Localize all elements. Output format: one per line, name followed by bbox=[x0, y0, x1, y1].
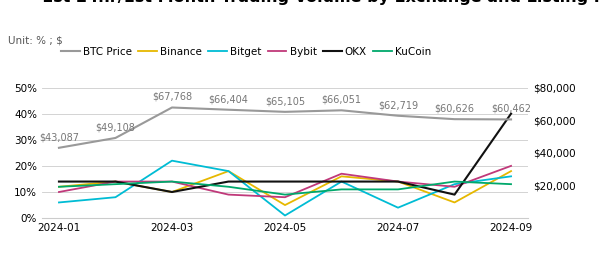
Binance bbox=[55, 185, 62, 188]
Bybit bbox=[169, 180, 176, 183]
Text: $67,768: $67,768 bbox=[152, 92, 192, 102]
Line: OKX: OKX bbox=[59, 114, 511, 195]
KuCoin bbox=[338, 188, 345, 191]
Line: Bybit: Bybit bbox=[59, 166, 511, 197]
Text: Unit: % ; $: Unit: % ; $ bbox=[8, 36, 63, 46]
Line: Bitget: Bitget bbox=[59, 161, 511, 215]
Text: $60,462: $60,462 bbox=[491, 104, 531, 114]
Bitget bbox=[394, 206, 401, 209]
BTC Price bbox=[169, 106, 176, 109]
Line: Binance: Binance bbox=[59, 171, 511, 205]
KuCoin bbox=[55, 185, 62, 188]
Binance bbox=[451, 201, 458, 204]
Bitget bbox=[281, 214, 289, 217]
Text: $43,087: $43,087 bbox=[39, 132, 79, 142]
BTC Price bbox=[55, 146, 62, 149]
Bitget bbox=[55, 201, 62, 204]
Line: KuCoin: KuCoin bbox=[59, 182, 511, 195]
Text: 1st 24hr/1st Month Trading Volume by Exchange and Listing Month: 1st 24hr/1st Month Trading Volume by Exc… bbox=[42, 0, 600, 5]
OKX bbox=[55, 180, 62, 183]
Bybit bbox=[112, 180, 119, 183]
Binance bbox=[281, 203, 289, 207]
Bybit bbox=[451, 185, 458, 188]
Line: BTC Price: BTC Price bbox=[59, 107, 511, 148]
Text: $60,626: $60,626 bbox=[434, 103, 475, 113]
Text: $49,108: $49,108 bbox=[95, 122, 136, 132]
Bitget bbox=[451, 182, 458, 186]
Binance bbox=[508, 169, 515, 173]
KuCoin bbox=[394, 188, 401, 191]
Bitget bbox=[169, 159, 176, 162]
KuCoin bbox=[169, 180, 176, 183]
Text: $62,719: $62,719 bbox=[378, 100, 418, 110]
BTC Price bbox=[508, 118, 515, 121]
Bitget bbox=[508, 175, 515, 178]
KuCoin bbox=[451, 180, 458, 183]
Binance bbox=[394, 180, 401, 183]
Bybit bbox=[338, 172, 345, 175]
Text: $66,404: $66,404 bbox=[209, 94, 248, 104]
Legend: BTC Price, Binance, Bitget, Bybit, OKX, KuCoin: BTC Price, Binance, Bitget, Bybit, OKX, … bbox=[57, 42, 436, 61]
Binance bbox=[225, 169, 232, 173]
OKX bbox=[508, 112, 515, 115]
Bitget bbox=[225, 169, 232, 173]
Text: $66,051: $66,051 bbox=[322, 95, 362, 105]
Bybit bbox=[55, 190, 62, 194]
BTC Price bbox=[112, 136, 119, 140]
Binance bbox=[169, 190, 176, 194]
OKX bbox=[338, 180, 345, 183]
OKX bbox=[225, 180, 232, 183]
Bitget bbox=[338, 180, 345, 183]
OKX bbox=[394, 180, 401, 183]
Binance bbox=[112, 180, 119, 183]
OKX bbox=[112, 180, 119, 183]
BTC Price bbox=[451, 118, 458, 121]
KuCoin bbox=[508, 182, 515, 186]
Binance bbox=[338, 175, 345, 178]
OKX bbox=[169, 190, 176, 194]
OKX bbox=[451, 193, 458, 196]
KuCoin bbox=[225, 185, 232, 188]
KuCoin bbox=[281, 193, 289, 196]
BTC Price bbox=[225, 108, 232, 111]
OKX bbox=[281, 180, 289, 183]
KuCoin bbox=[112, 182, 119, 186]
Bitget bbox=[112, 196, 119, 199]
Bybit bbox=[225, 193, 232, 196]
BTC Price bbox=[338, 109, 345, 112]
Text: $65,105: $65,105 bbox=[265, 96, 305, 106]
BTC Price bbox=[281, 110, 289, 113]
Bybit bbox=[394, 180, 401, 183]
Bybit bbox=[281, 196, 289, 199]
Bybit bbox=[508, 164, 515, 168]
BTC Price bbox=[394, 114, 401, 117]
